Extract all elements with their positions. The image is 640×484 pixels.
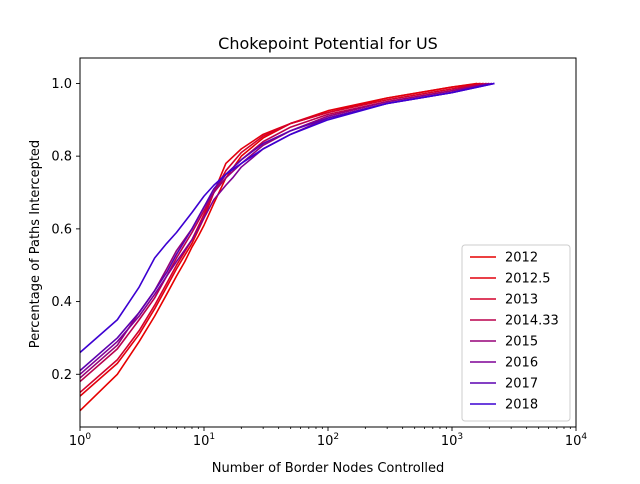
legend-label-0: 2012 xyxy=(505,251,538,266)
legend: 2012 2012.5 2013 2014.33 2015 2016 2017 2018 xyxy=(461,244,571,422)
legend-label-7: 2018 xyxy=(505,398,538,413)
legend-label-4: 2015 xyxy=(505,335,538,350)
legend-label-3: 2014.33 xyxy=(505,314,559,329)
x-tick-label-3: 103 xyxy=(441,432,463,449)
legend-label-2: 2013 xyxy=(505,293,538,308)
series-line-7 xyxy=(79,82,495,354)
chart-title: Chokepoint Potential for US xyxy=(218,34,438,53)
y-tick-label-3: 0.8 xyxy=(51,150,72,165)
series-group xyxy=(79,82,495,412)
x-axis: 100 101 102 103 104 xyxy=(69,427,588,449)
legend-label-5: 2016 xyxy=(505,356,538,371)
x-tick-label-1: 101 xyxy=(193,432,215,449)
x-tick-label-0: 100 xyxy=(69,432,92,449)
y-tick-label-1: 0.4 xyxy=(51,295,72,310)
series-line-6 xyxy=(79,82,495,372)
y-tick-label-4: 1.0 xyxy=(51,77,72,92)
legend-box xyxy=(461,244,571,422)
y-axis-label: Percentage of Paths Intercepted xyxy=(28,140,43,348)
y-tick-label-2: 0.6 xyxy=(51,222,72,237)
y-tick-label-0: 0.2 xyxy=(51,368,72,383)
legend-label-1: 2012.5 xyxy=(505,272,551,287)
y-axis: 0.2 0.4 0.6 0.8 1.0 xyxy=(51,77,80,383)
legend-label-6: 2017 xyxy=(505,377,538,392)
x-axis-label: Number of Border Nodes Controlled xyxy=(212,461,444,476)
x-tick-label-4: 104 xyxy=(565,432,588,449)
x-tick-label-2: 102 xyxy=(317,432,339,449)
